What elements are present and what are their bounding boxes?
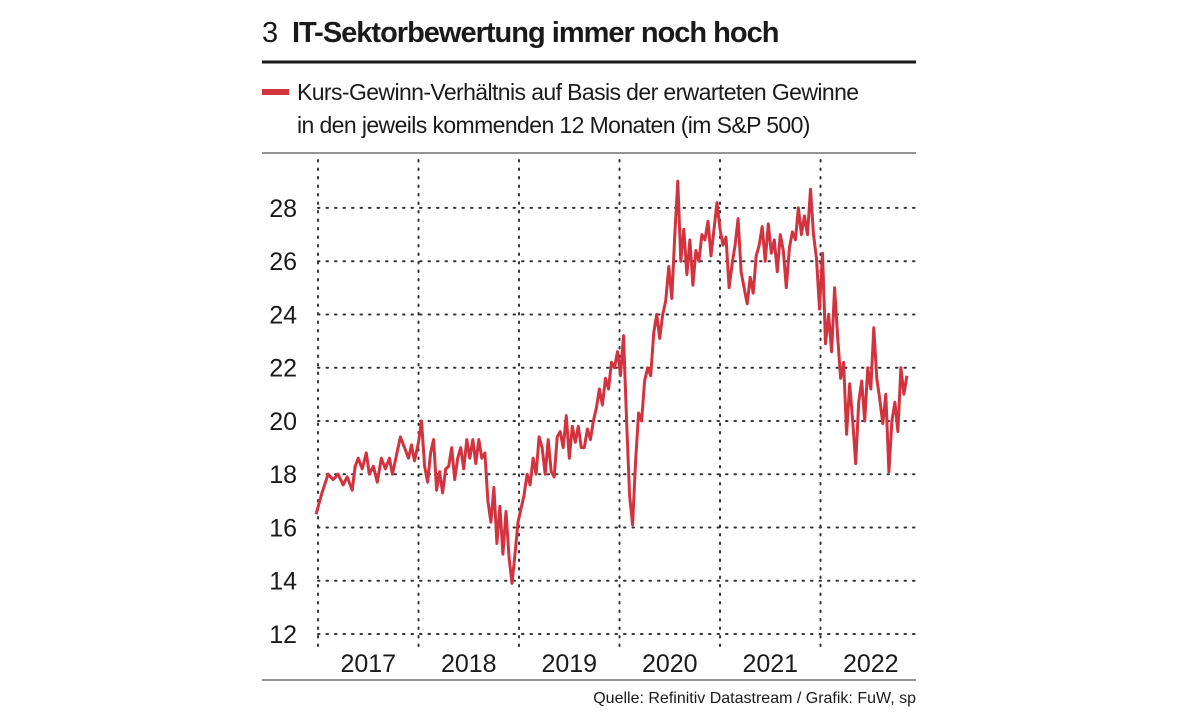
y-tick-label: 24 — [269, 301, 297, 329]
x-tick-label: 2017 — [340, 650, 396, 678]
y-tick-label: 12 — [269, 621, 297, 649]
y-tick-label: 22 — [269, 355, 297, 383]
x-tick-label: 2020 — [642, 650, 698, 678]
x-tick-label: 2019 — [541, 650, 597, 678]
legend-label: Kurs-Gewinn-Verhältnis auf Basis der erw… — [297, 79, 859, 138]
y-tick-label: 28 — [269, 195, 297, 223]
y-tick-label: 14 — [269, 568, 297, 596]
y-tick-label: 20 — [269, 408, 297, 436]
y-tick-label: 16 — [269, 514, 297, 542]
data-line — [314, 179, 909, 585]
source: Quelle: Refinitiv Datastream / Grafik: F… — [593, 690, 916, 707]
x-tick-label: 2018 — [441, 650, 497, 678]
y-tick-label: 26 — [269, 248, 297, 276]
chart-title: IT-Sektorbewertung immer noch hoch — [292, 17, 778, 49]
x-tick-label: 2021 — [742, 650, 798, 678]
y-tick-label: 18 — [269, 461, 297, 489]
chart-number: 3 — [262, 17, 278, 49]
x-tick-label: 2022 — [843, 650, 899, 678]
